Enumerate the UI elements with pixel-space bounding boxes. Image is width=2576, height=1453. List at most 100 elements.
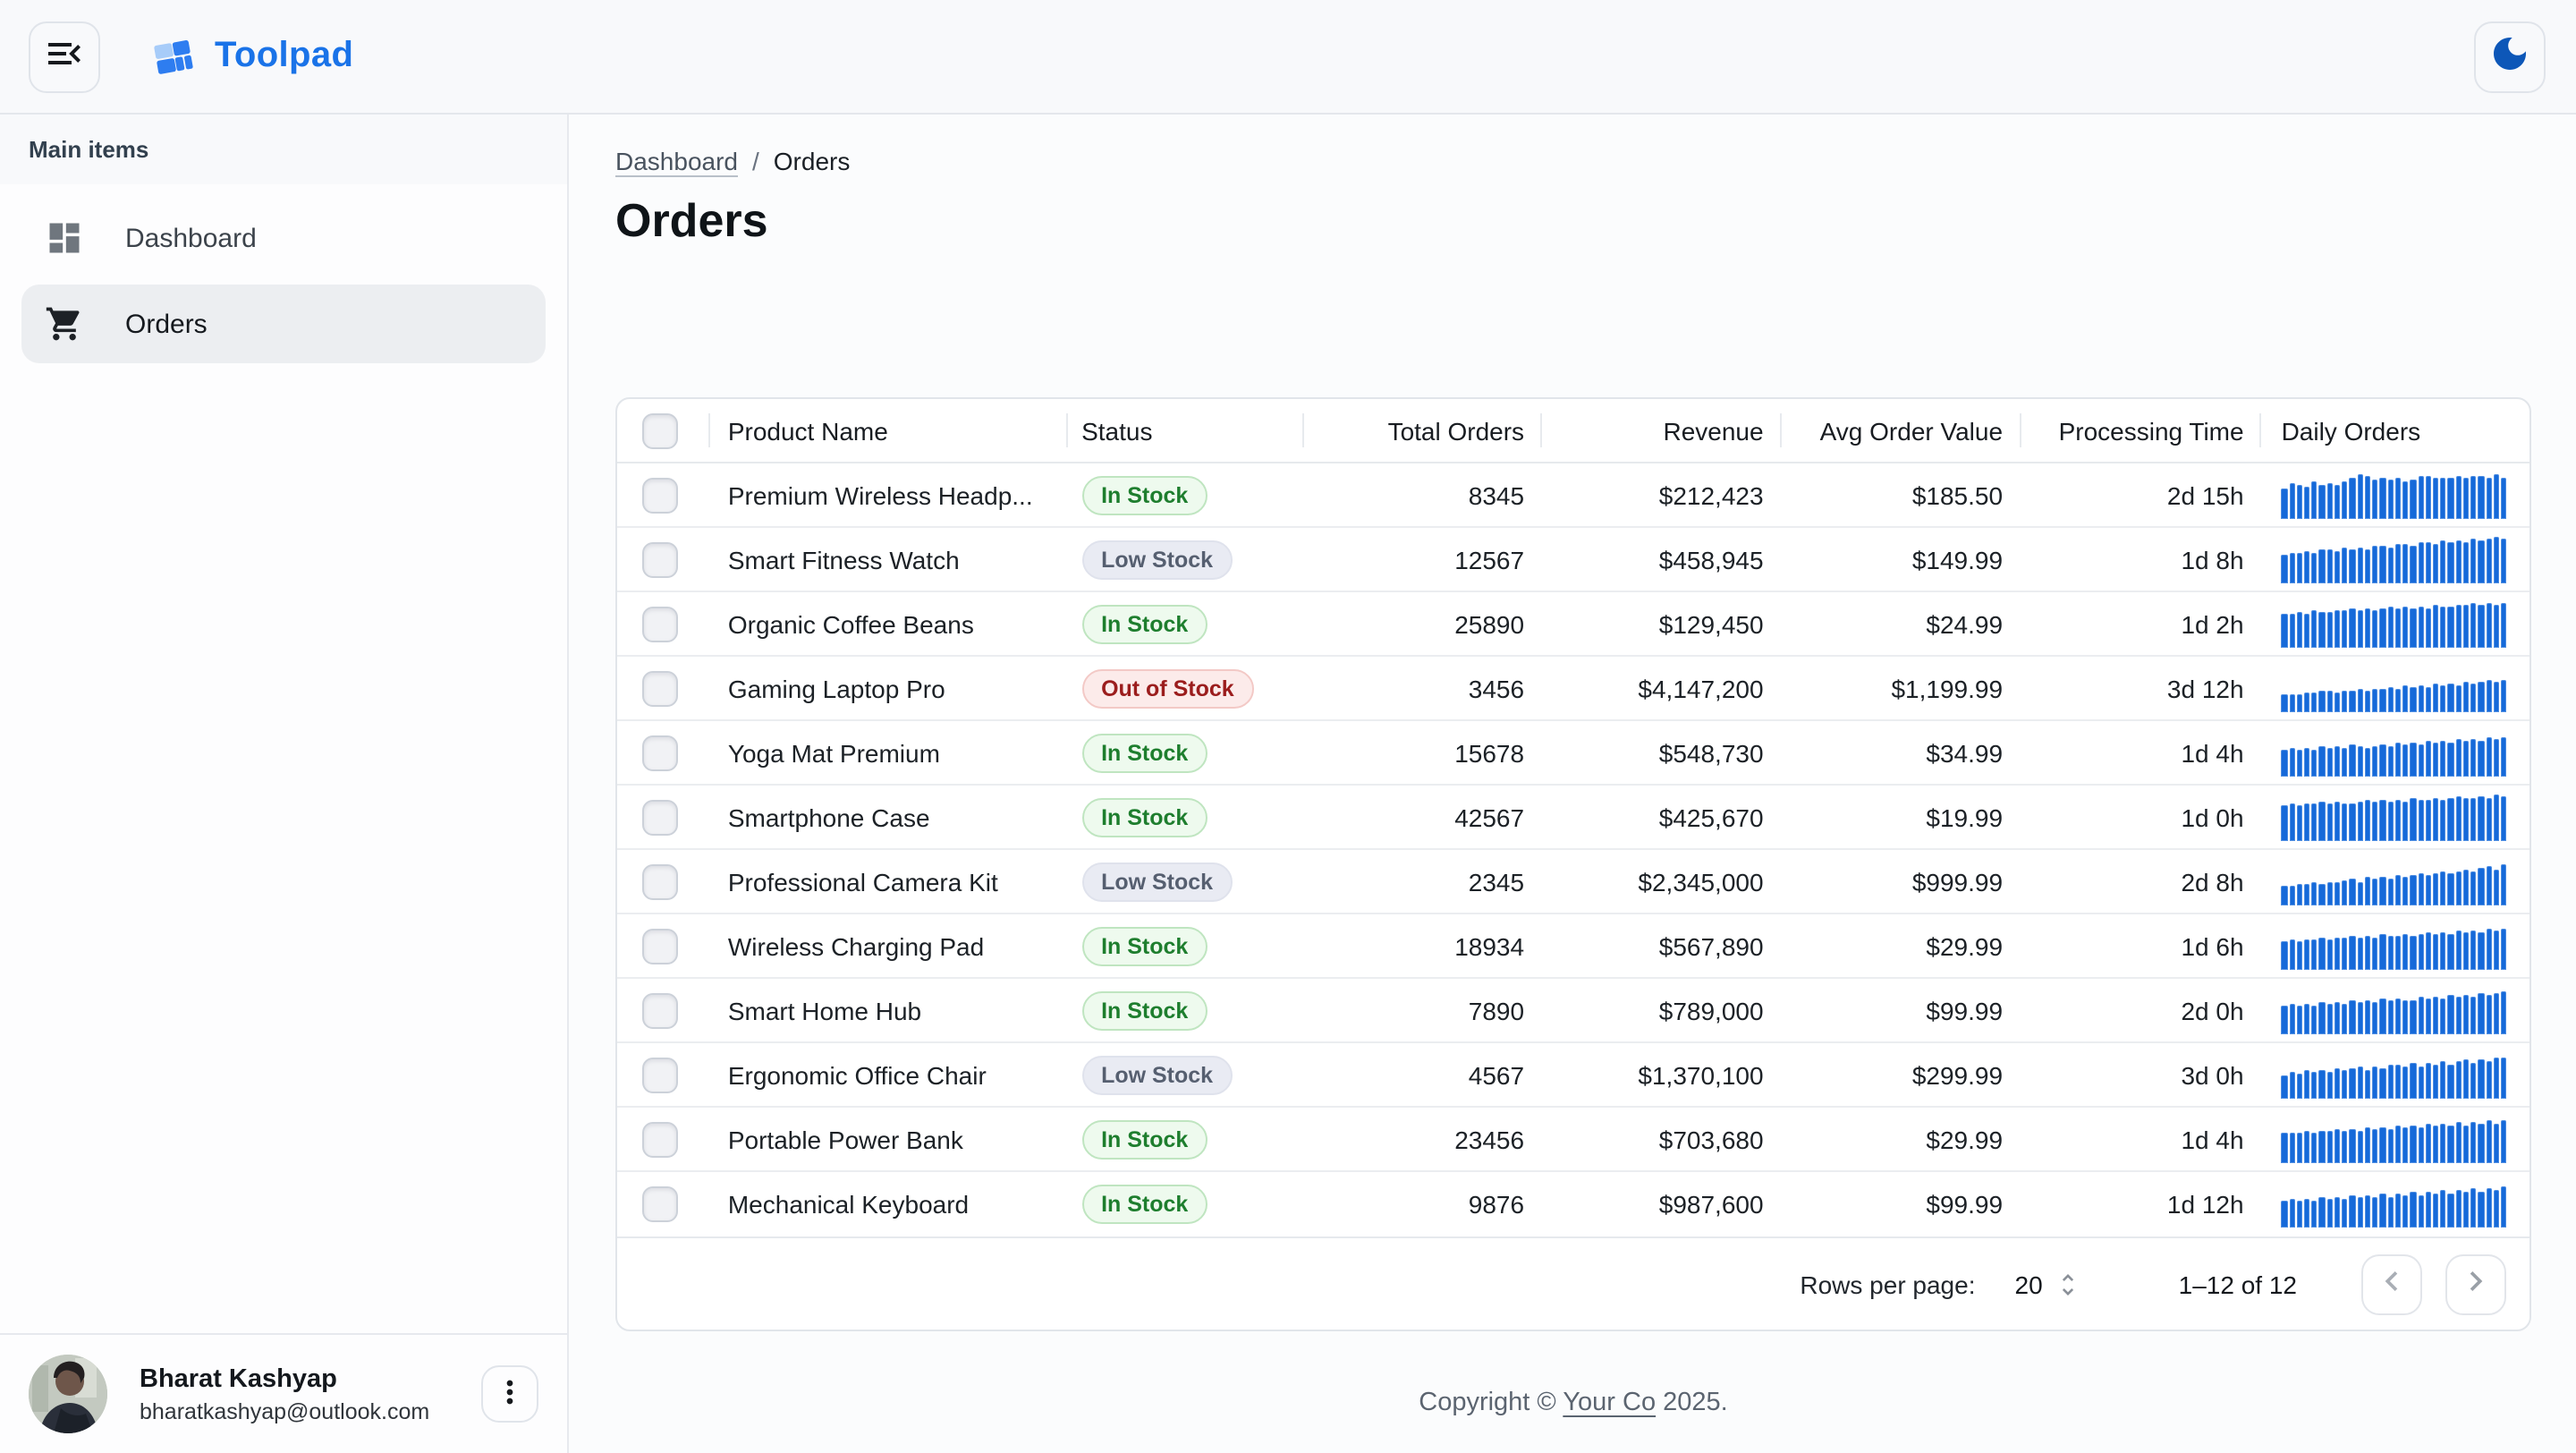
revenue-value: $789,000 (1658, 996, 1764, 1024)
orders-table: Product Name Status Total Orders Revenue… (615, 397, 2531, 1331)
user-account-area: Bharat Kashyap bharatkashyap@outlook.com (0, 1333, 567, 1453)
sidebar-section-label: Main items (0, 115, 567, 184)
row-checkbox[interactable] (642, 1057, 678, 1092)
row-checkbox[interactable] (642, 1186, 678, 1222)
table-row[interactable]: Wireless Charging Pad In Stock 18934 $56… (617, 914, 2529, 979)
unfold-arrows-icon (2054, 1270, 2082, 1298)
row-checkbox[interactable] (642, 541, 678, 577)
table-row[interactable]: Premium Wireless Headp... In Stock 8345 … (617, 463, 2529, 528)
table-row[interactable]: Gaming Laptop Pro Out of Stock 3456 $4,1… (617, 657, 2529, 721)
row-checkbox[interactable] (642, 606, 678, 642)
table-row[interactable]: Smartphone Case In Stock 42567 $425,670 … (617, 786, 2529, 850)
sidebar-item-orders[interactable]: Orders (21, 285, 546, 363)
daily-orders-sparkline (2281, 794, 2507, 840)
rows-per-page-select[interactable]: 20 (2015, 1270, 2082, 1298)
row-checkbox[interactable] (642, 863, 678, 899)
column-header-product[interactable]: Product Name (710, 399, 1067, 462)
row-checkbox[interactable] (642, 799, 678, 835)
select-all-checkbox[interactable] (642, 412, 678, 448)
revenue-value: $212,423 (1658, 480, 1764, 509)
chevron-left-icon (2372, 1262, 2411, 1306)
next-page-button[interactable] (2445, 1253, 2506, 1314)
sidebar-nav: Dashboard Orders (0, 184, 567, 363)
column-header-avg-order-value[interactable]: Avg Order Value (1782, 399, 2021, 462)
product-name: Mechanical Keyboard (727, 1190, 970, 1219)
avg-order-value: $19.99 (1926, 803, 2004, 831)
user-menu-button[interactable] (481, 1365, 538, 1423)
status-badge: Out of Stock (1081, 668, 1254, 708)
table-row[interactable]: Mechanical Keyboard In Stock 9876 $987,6… (617, 1172, 2529, 1236)
total-orders-value: 23456 (1454, 1125, 1525, 1153)
total-orders-value: 2345 (1468, 867, 1525, 896)
dashboard-icon (49, 223, 80, 253)
product-name: Smart Fitness Watch (727, 545, 960, 574)
revenue-value: $458,945 (1658, 545, 1764, 574)
product-name: Premium Wireless Headp... (727, 480, 1033, 509)
avg-order-value: $29.99 (1926, 1125, 2004, 1153)
product-name: Smartphone Case (727, 803, 930, 831)
product-name: Portable Power Bank (727, 1125, 963, 1153)
table-row[interactable]: Portable Power Bank In Stock 23456 $703,… (617, 1108, 2529, 1172)
table-row[interactable]: Ergonomic Office Chair Low Stock 4567 $1… (617, 1043, 2529, 1108)
processing-time-value: 3d 0h (2181, 1060, 2244, 1089)
row-checkbox[interactable] (642, 735, 678, 770)
table-pagination: Rows per page: 20 1–12 of 12 (617, 1236, 2529, 1330)
revenue-value: $1,370,100 (1638, 1060, 1764, 1089)
status-badge: In Stock (1081, 475, 1208, 514)
column-header-daily-orders[interactable]: Daily Orders (2281, 416, 2421, 445)
row-checkbox[interactable] (642, 670, 678, 706)
daily-orders-sparkline (2281, 858, 2507, 905)
column-header-revenue[interactable]: Revenue (1542, 399, 1782, 462)
previous-page-button[interactable] (2361, 1253, 2422, 1314)
row-checkbox[interactable] (642, 928, 678, 964)
table-row[interactable]: Smart Fitness Watch Low Stock 12567 $458… (617, 528, 2529, 592)
revenue-value: $567,890 (1658, 931, 1764, 960)
row-checkbox[interactable] (642, 992, 678, 1028)
app-header: Toolpad (0, 0, 2576, 115)
processing-time-value: 1d 8h (2181, 545, 2244, 574)
table-row[interactable]: Yoga Mat Premium In Stock 15678 $548,730… (617, 721, 2529, 786)
app-title: Toolpad (215, 36, 354, 75)
processing-time-value: 2d 8h (2181, 867, 2244, 896)
table-row[interactable]: Smart Home Hub In Stock 7890 $789,000 $9… (617, 979, 2529, 1043)
total-orders-value: 18934 (1454, 931, 1525, 960)
cart-icon (46, 307, 80, 341)
vertical-dots-icon (492, 1373, 528, 1415)
column-header-status[interactable]: Status (1067, 399, 1305, 462)
menu-open-icon (43, 32, 86, 81)
status-badge: In Stock (1081, 926, 1208, 965)
avg-order-value: $34.99 (1926, 738, 2004, 767)
table-row[interactable]: Organic Coffee Beans In Stock 25890 $129… (617, 592, 2529, 657)
status-badge: In Stock (1081, 604, 1208, 643)
chevron-right-icon (2456, 1262, 2496, 1306)
processing-time-value: 1d 2h (2181, 609, 2244, 638)
breadcrumb-dashboard-link[interactable]: Dashboard (615, 147, 738, 175)
column-header-total-orders[interactable]: Total Orders (1305, 399, 1543, 462)
processing-time-value: 1d 4h (2181, 738, 2244, 767)
row-checkbox[interactable] (642, 1121, 678, 1157)
revenue-value: $2,345,000 (1638, 867, 1764, 896)
sidebar-item-label: Dashboard (125, 223, 257, 253)
menu-toggle-button[interactable] (29, 21, 100, 92)
sidebar-item-dashboard[interactable]: Dashboard (21, 199, 546, 277)
status-badge: In Stock (1081, 1185, 1208, 1224)
table-header-row: Product Name Status Total Orders Revenue… (617, 399, 2529, 463)
toolpad-logo-icon (150, 33, 197, 80)
theme-toggle-button[interactable] (2474, 21, 2546, 92)
breadcrumb-current: Orders (773, 147, 851, 175)
row-checkbox[interactable] (642, 477, 678, 513)
avg-order-value: $1,199.99 (1891, 674, 2004, 702)
column-header-processing-time[interactable]: Processing Time (2021, 399, 2262, 462)
avg-order-value: $99.99 (1926, 1190, 2004, 1219)
daily-orders-sparkline (2281, 472, 2507, 518)
table-row[interactable]: Professional Camera Kit Low Stock 2345 $… (617, 850, 2529, 914)
sidebar: Main items Dashboard Orders (0, 115, 569, 1453)
revenue-value: $987,600 (1658, 1190, 1764, 1219)
total-orders-value: 42567 (1454, 803, 1525, 831)
total-orders-value: 15678 (1454, 738, 1525, 767)
company-link[interactable]: Your Co (1563, 1389, 1657, 1417)
breadcrumb-separator: / (752, 147, 759, 175)
daily-orders-sparkline (2281, 1181, 2507, 1228)
avg-order-value: $99.99 (1926, 996, 2004, 1024)
